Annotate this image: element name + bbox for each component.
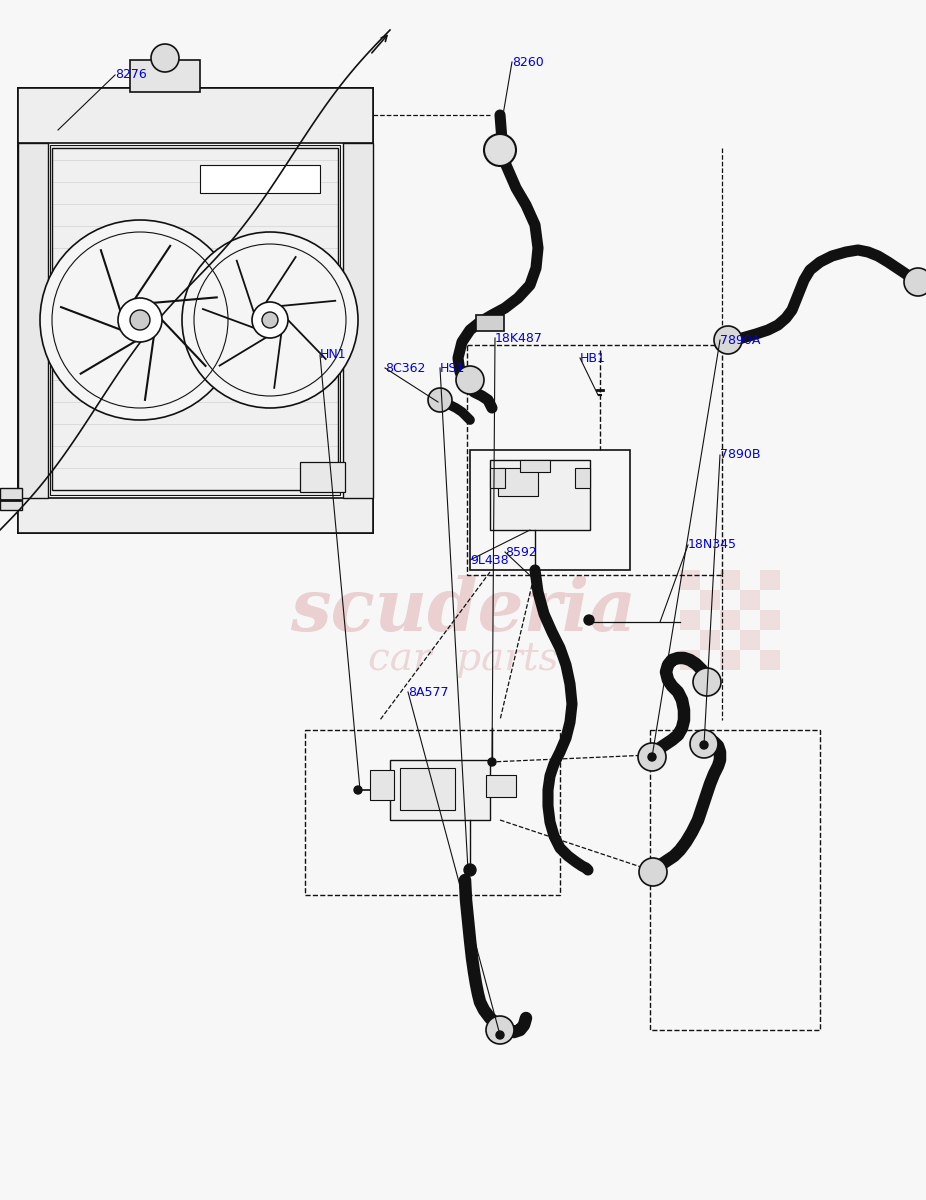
Bar — [400, 768, 455, 810]
Circle shape — [693, 668, 721, 696]
Circle shape — [700, 740, 708, 749]
Bar — [740, 590, 760, 610]
Text: 9L438: 9L438 — [470, 553, 508, 566]
Bar — [18, 143, 48, 498]
Circle shape — [40, 220, 240, 420]
Text: scuderia: scuderia — [290, 575, 636, 646]
Circle shape — [354, 786, 362, 794]
Circle shape — [130, 310, 150, 330]
Circle shape — [484, 134, 516, 166]
Circle shape — [638, 743, 666, 770]
Bar — [650, 730, 820, 1030]
Text: HS1: HS1 — [440, 361, 465, 374]
Bar — [18, 498, 373, 533]
Circle shape — [456, 366, 484, 394]
Bar — [760, 610, 780, 630]
Bar — [680, 610, 700, 630]
Text: 8C362: 8C362 — [385, 361, 425, 374]
Circle shape — [488, 758, 496, 766]
Circle shape — [690, 730, 718, 758]
Bar — [390, 760, 490, 820]
Bar — [720, 610, 740, 630]
Bar — [700, 590, 720, 610]
Text: 7890A: 7890A — [720, 334, 760, 347]
Circle shape — [252, 302, 288, 338]
Text: 7890B: 7890B — [720, 449, 760, 462]
Circle shape — [496, 1031, 504, 1039]
Circle shape — [428, 388, 452, 412]
Bar — [490, 468, 505, 488]
Bar — [700, 630, 720, 650]
Bar — [740, 630, 760, 650]
Circle shape — [464, 864, 476, 876]
Circle shape — [437, 397, 443, 403]
Bar — [52, 148, 338, 490]
Circle shape — [118, 298, 162, 342]
Bar — [0, 488, 22, 510]
Bar — [343, 143, 373, 498]
Bar — [498, 468, 538, 496]
Circle shape — [262, 312, 278, 328]
Bar — [490, 460, 590, 530]
Text: 8A577: 8A577 — [408, 685, 448, 698]
Circle shape — [639, 858, 667, 886]
Bar — [575, 468, 590, 488]
Text: HB1: HB1 — [580, 352, 606, 365]
Bar — [680, 570, 700, 590]
Bar — [305, 730, 560, 895]
Text: 8260: 8260 — [512, 55, 544, 68]
Text: 8592: 8592 — [505, 546, 537, 558]
Circle shape — [182, 232, 358, 408]
Text: HN1: HN1 — [320, 348, 346, 361]
Bar — [760, 570, 780, 590]
Text: 18K487: 18K487 — [495, 331, 543, 344]
Bar — [300, 462, 345, 492]
Circle shape — [584, 614, 594, 625]
Bar — [470, 450, 630, 570]
Circle shape — [486, 1016, 514, 1044]
Bar — [18, 88, 373, 143]
Bar — [486, 775, 516, 797]
Bar — [18, 88, 373, 533]
Bar — [520, 460, 550, 472]
Circle shape — [904, 268, 926, 296]
Text: 8276: 8276 — [115, 68, 146, 82]
Bar — [720, 650, 740, 670]
Text: 18N345: 18N345 — [688, 539, 737, 552]
Bar — [476, 314, 504, 331]
Text: car  parts: car parts — [368, 642, 558, 678]
Bar — [130, 60, 200, 92]
Circle shape — [151, 44, 179, 72]
Bar — [200, 164, 320, 193]
Bar — [760, 650, 780, 670]
Bar — [50, 145, 340, 494]
Bar — [680, 650, 700, 670]
Circle shape — [648, 754, 656, 761]
Bar — [370, 770, 394, 800]
Circle shape — [531, 568, 539, 576]
Circle shape — [714, 326, 742, 354]
Bar — [467, 346, 722, 575]
Bar — [720, 570, 740, 590]
